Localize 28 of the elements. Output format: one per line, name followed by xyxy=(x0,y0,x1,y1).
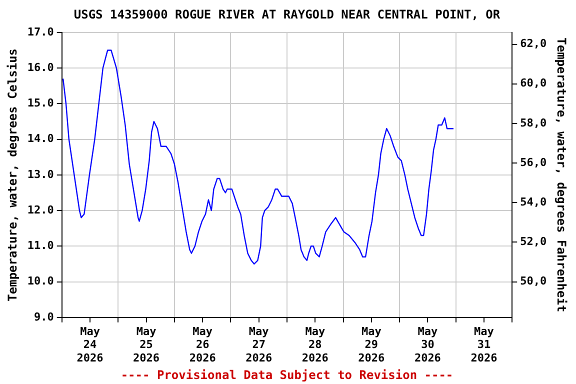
y2-axis-title: Temperature, water, degrees Fahrenheit xyxy=(554,38,569,312)
x-tick-label: May 24 2026 xyxy=(76,324,104,364)
y-tick-label: 12.0 xyxy=(27,203,54,216)
x-tick-label: May 27 2026 xyxy=(246,324,272,364)
x-tick-label: May 30 2026 xyxy=(414,324,442,364)
y2-tick-label: 58,0 xyxy=(520,116,547,130)
y-axis-title: Temperature, water, degrees Celsius xyxy=(5,48,20,302)
x-tick-label: May 28 2026 xyxy=(302,324,329,364)
chart-title: USGS 14359000 ROGUE RIVER AT RAYGOLD NEAR CENTRAL POINT, OR xyxy=(74,7,501,22)
y-tick-label: 9.0 xyxy=(34,310,54,324)
x-tick-label: May 31 2026 xyxy=(470,324,498,364)
y2-tick-label: 52,0 xyxy=(520,235,547,248)
y-tick-label: 14.0 xyxy=(27,132,54,146)
x-tick-label: May 29 2026 xyxy=(358,324,386,364)
y-tick-label: 16.0 xyxy=(27,60,54,74)
y2-tick-label: 62,0 xyxy=(520,37,547,50)
y2-tick-label: 50,0 xyxy=(520,274,547,288)
text: ---- Provisional Data Subject to Revision ---- xyxy=(120,368,454,382)
y2-tick-label: 56,0 xyxy=(520,156,547,169)
y-tick-label: 17.0 xyxy=(27,25,54,38)
x-tick-label: May 25 2026 xyxy=(133,324,160,364)
y-tick-label: 10.0 xyxy=(27,274,54,288)
y2-tick-label: 54,0 xyxy=(520,195,547,208)
y-tick-label: 15.0 xyxy=(27,96,54,110)
x-tick-label: May 26 2026 xyxy=(189,324,216,364)
y-tick-label: 13.0 xyxy=(27,168,54,181)
y-tick-label: 11.0 xyxy=(27,239,54,252)
y2-tick-label: 60,0 xyxy=(520,76,547,90)
